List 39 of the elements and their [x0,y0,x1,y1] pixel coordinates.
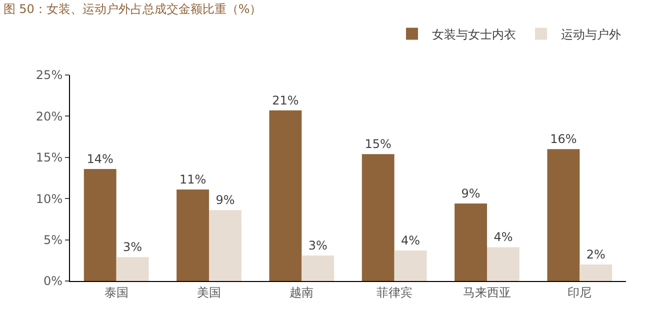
bar [116,257,149,281]
bar [269,110,302,281]
data-label: 9% [461,186,480,201]
bar [84,168,116,281]
y-tick-label: 0% [44,274,63,288]
x-tick-label: 美国 [197,285,221,300]
bar [487,247,520,281]
data-label: 14% [86,152,114,166]
y-tick-label: 15% [36,150,63,165]
data-label: 15% [364,137,392,152]
data-label: 2% [586,248,606,262]
bar [547,149,580,281]
legend-label: 女装与女士内衣 [432,27,516,42]
bar [176,190,209,281]
data-label: 9% [216,193,235,208]
bar [394,250,427,281]
data-label: 16% [550,132,577,146]
x-tick-label: 越南 [290,285,314,300]
data-label: 11% [179,172,206,187]
y-tick-label: 20% [36,109,63,124]
y-tick-label: 25% [36,68,63,82]
data-label: 3% [308,238,328,252]
bar [209,210,242,281]
x-tick-label: 菲律宾 [376,285,412,300]
bar [454,204,487,281]
bar [362,154,394,281]
y-tick-label: 5% [44,233,63,247]
y-tick-label: 10% [36,192,63,206]
bar [302,255,334,281]
data-label: 4% [494,230,513,244]
data-label: 21% [272,93,299,108]
x-tick-label: 马来西亚 [463,285,511,300]
x-tick-label: 泰国 [104,285,128,300]
data-label: 3% [123,240,142,254]
bar [580,264,612,281]
data-label: 4% [401,234,420,248]
chart-title: 图 50：女装、运动户外占总成交金额比重（%） [3,2,262,16]
x-tick-label: 印尼 [568,285,592,300]
legend-label: 运动与户外 [561,27,621,42]
